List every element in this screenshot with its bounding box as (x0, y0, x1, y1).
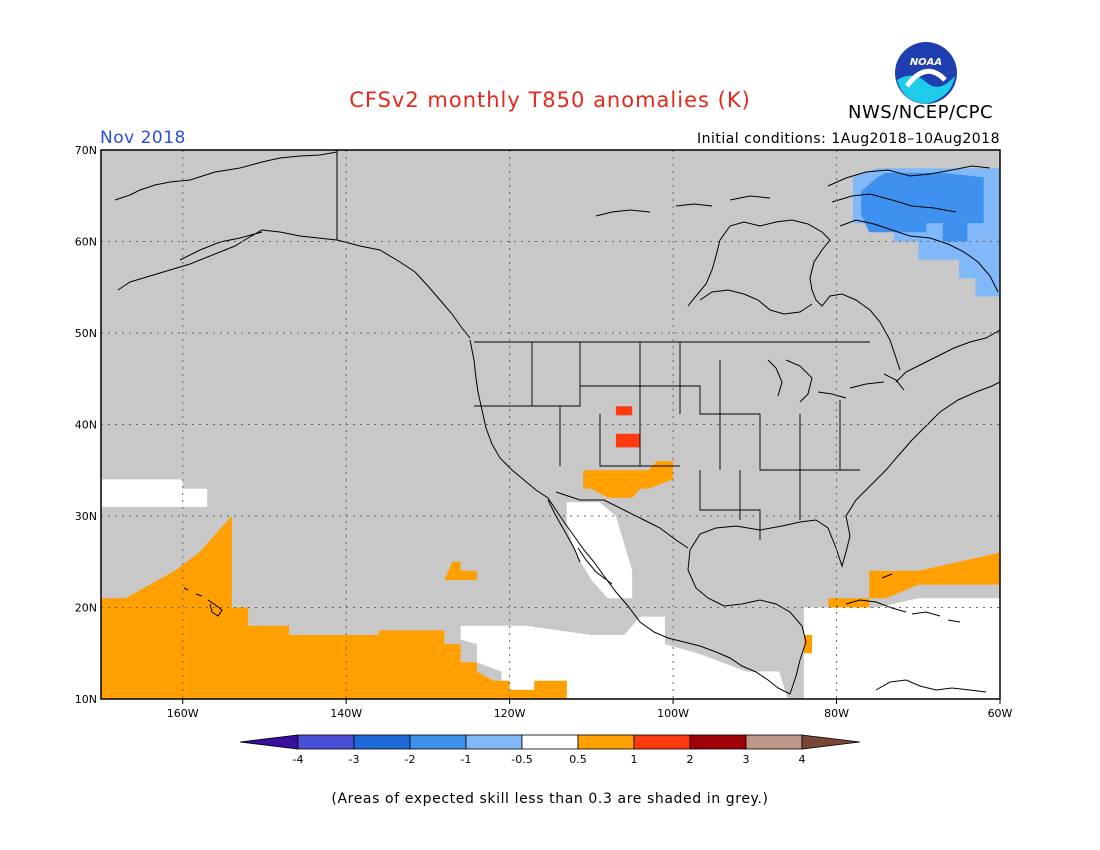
arctic-islands (595, 165, 999, 293)
gulf-coast (687, 381, 1000, 695)
region-white-subtropical-pacific (101, 479, 208, 507)
initial-conditions: Initial conditions: 1Aug2018–10Aug2018 (696, 131, 1000, 147)
lat-label: 20N (75, 602, 97, 615)
us-state-borders (474, 341, 870, 540)
region-orange-subtropical-blob (444, 561, 477, 580)
legend-swatch (465, 734, 523, 750)
noaa-logo: NOAA (893, 40, 959, 106)
us-mexico-border (555, 491, 689, 549)
lat-label: 40N (75, 419, 97, 432)
legend-swatch (745, 734, 803, 750)
lon-label: 140W (330, 707, 362, 720)
legend-swatch (353, 734, 411, 750)
legend-swatch (577, 734, 635, 750)
legend-swatch (633, 734, 691, 750)
legend-tick-label: -3 (349, 753, 360, 766)
region-orange-subtropical-atlantic (828, 552, 1000, 608)
caribbean-islands (845, 573, 987, 693)
lat-label: 70N (75, 144, 97, 157)
legend-swatch-low-arrow (239, 734, 299, 750)
legend-tick-label: 2 (687, 753, 694, 766)
region-orange-central-america (803, 635, 812, 654)
legend-tick-label: 3 (743, 753, 750, 766)
skill-footnote: (Areas of expected skill less than 0.3 a… (331, 791, 769, 807)
noaa-logo-icon: NOAA (895, 42, 957, 104)
legend-tick-label: 4 (799, 753, 806, 766)
lon-label: 80W (824, 707, 849, 720)
agency-label: NWS/NCEP/CPC (848, 102, 994, 123)
region-white-east-pacific (460, 616, 788, 699)
lon-label: 160W (167, 707, 199, 720)
region-orange-southwest-us (583, 461, 674, 498)
lon-label: 120W (494, 707, 526, 720)
east-canada-coast (687, 219, 1000, 383)
hudson-bay (699, 289, 813, 315)
lon-label: 100W (657, 707, 689, 720)
region-red-colorado-upper (615, 406, 633, 416)
map-gridlines (101, 150, 1000, 699)
lat-label: 30N (75, 510, 97, 523)
map-title: CFSv2 monthly T850 anomalies (K) (349, 88, 751, 112)
lat-label: 10N (75, 693, 97, 706)
region-white-caribbean-atlantic (803, 598, 1000, 699)
legend-swatch (297, 734, 355, 750)
alaska-coastline (114, 151, 471, 339)
legend-tick-label: -2 (405, 753, 416, 766)
lon-label: 60W (988, 707, 1013, 720)
map-frame (100, 149, 1001, 700)
legend-swatch (409, 734, 467, 750)
axis-labels: 70N 60N 50N 40N 30N 20N 10N 160W 140W 120W 100W 80W… (75, 144, 1013, 720)
great-lakes (767, 359, 905, 403)
legend-tick-label: 1 (631, 753, 638, 766)
west-coast (469, 339, 791, 695)
forecast-period: Nov 2018 (100, 128, 186, 148)
noaa-logo-text: NOAA (910, 57, 942, 68)
legend-tick-label: -0.5 (511, 753, 532, 766)
legend-swatch (521, 734, 579, 750)
lat-label: 60N (75, 236, 97, 249)
region-red-colorado-lower (615, 433, 641, 448)
legend-tick-label: -1 (461, 753, 472, 766)
legend-tick-label: -4 (293, 753, 304, 766)
legend-swatch-high-arrow (801, 734, 861, 750)
region-white-mexico-baja (566, 502, 633, 599)
coastlines-and-borders (114, 150, 1000, 695)
baja-peninsula (547, 499, 613, 585)
region-orange-hawaii-pacific (101, 516, 567, 699)
color-legend: -4 -3 -2 -1 -0.5 0.5 1 2 3 4 (239, 734, 861, 766)
legend-swatch (689, 734, 747, 750)
legend-tick-label: 0.5 (569, 753, 587, 766)
lat-label: 50N (75, 327, 97, 340)
hawaii-islands (183, 587, 223, 617)
